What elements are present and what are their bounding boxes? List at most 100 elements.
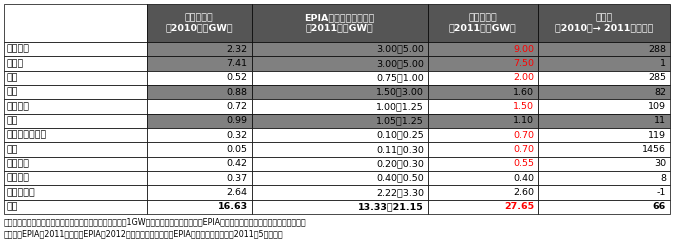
Text: 1.00～1.25: 1.00～1.25 (376, 102, 424, 111)
Bar (428, 142, 538, 157)
Bar (4, 56, 147, 71)
Bar (4, 71, 147, 85)
Bar (251, 4, 428, 42)
Text: 導入量実績
（2010年、GW）: 導入量実績 （2010年、GW） (166, 13, 233, 33)
Text: 0.75～1.00: 0.75～1.00 (376, 73, 424, 82)
Text: 増加率
（2010年→ 2011年、％）: 増加率 （2010年→ 2011年、％） (555, 13, 653, 33)
Text: 8: 8 (660, 174, 666, 183)
Text: 0.99: 0.99 (226, 116, 247, 125)
Text: 0.55: 0.55 (513, 159, 534, 168)
Bar (428, 128, 538, 142)
Bar (4, 42, 147, 56)
Bar (147, 42, 251, 56)
Text: 0.32: 0.32 (226, 131, 247, 140)
Bar (538, 128, 670, 142)
Text: 0.20～0.30: 0.20～0.30 (376, 159, 424, 168)
Bar (428, 114, 538, 128)
Bar (251, 200, 428, 214)
Bar (251, 71, 428, 85)
Text: 2.32: 2.32 (226, 45, 247, 54)
Bar (4, 142, 147, 157)
Text: 米国: 米国 (7, 88, 18, 97)
Text: その他世界: その他世界 (7, 188, 36, 197)
Bar (428, 56, 538, 71)
Text: 1456: 1456 (642, 145, 666, 154)
Text: 30: 30 (654, 159, 666, 168)
Bar (147, 142, 251, 157)
Bar (538, 200, 670, 214)
Text: 0.42: 0.42 (226, 159, 247, 168)
Text: 0.05: 0.05 (226, 145, 247, 154)
Text: フランス: フランス (7, 102, 30, 111)
Bar (428, 171, 538, 185)
Text: 1.50～3.00: 1.50～3.00 (376, 88, 424, 97)
Text: 1.10: 1.10 (513, 116, 534, 125)
Bar (4, 157, 147, 171)
Text: 7.50: 7.50 (513, 59, 534, 68)
Bar (147, 99, 251, 114)
Text: 82: 82 (654, 88, 666, 97)
Text: 11: 11 (654, 116, 666, 125)
Bar (251, 99, 428, 114)
Text: 2.64: 2.64 (226, 188, 247, 197)
Text: 合計: 合計 (7, 202, 18, 211)
Text: 285: 285 (648, 73, 666, 82)
Text: （注）白抜きは国の年間導入量（予測の場合は最小値）が1GW以上の箇所、赤字は実績がEPIA予測（最大値）を上回った箇所を示す。: （注）白抜きは国の年間導入量（予測の場合は最小値）が1GW以上の箇所、赤字は実績… (4, 217, 307, 226)
Bar (251, 142, 428, 157)
Bar (4, 99, 147, 114)
Text: 119: 119 (648, 131, 666, 140)
Bar (251, 42, 428, 56)
Bar (251, 128, 428, 142)
Bar (4, 185, 147, 200)
Text: 0.40: 0.40 (513, 174, 534, 183)
Bar (147, 157, 251, 171)
Bar (251, 185, 428, 200)
Bar (538, 157, 670, 171)
Bar (538, 142, 670, 157)
Bar (428, 85, 538, 99)
Text: 66: 66 (652, 202, 666, 211)
Text: ベルギー: ベルギー (7, 159, 30, 168)
Text: （出所）EPIA（2011）およびEPIA（2012）より大和総研作成。EPIAによる導入量予測は2011年5月時点。: （出所）EPIA（2011）およびEPIA（2012）より大和総研作成。EPIA… (4, 230, 284, 238)
Text: 13.33～21.15: 13.33～21.15 (358, 202, 424, 211)
Text: 0.37: 0.37 (226, 174, 247, 183)
Text: 0.70: 0.70 (513, 145, 534, 154)
Text: 3.00～5.00: 3.00～5.00 (376, 45, 424, 54)
Text: 導入量実績
（2011年、GW）: 導入量実績 （2011年、GW） (449, 13, 517, 33)
Bar (428, 4, 538, 42)
Bar (538, 171, 670, 185)
Text: 1: 1 (660, 59, 666, 68)
Text: 日本: 日本 (7, 116, 18, 125)
Text: 0.40～0.50: 0.40～0.50 (376, 174, 424, 183)
Text: 1.05～1.25: 1.05～1.25 (376, 116, 424, 125)
Bar (147, 85, 251, 99)
Bar (538, 42, 670, 56)
Text: 2.00: 2.00 (513, 73, 534, 82)
Text: -1: -1 (656, 188, 666, 197)
Text: ドイツ: ドイツ (7, 59, 24, 68)
Bar (4, 85, 147, 99)
Text: 0.70: 0.70 (513, 131, 534, 140)
Bar (251, 56, 428, 71)
Bar (538, 185, 670, 200)
Bar (4, 4, 147, 42)
Bar (428, 42, 538, 56)
Text: 16.63: 16.63 (218, 202, 247, 211)
Bar (147, 200, 251, 214)
Bar (538, 114, 670, 128)
Text: EPIAによる導入量予測
（2011年、GW）: EPIAによる導入量予測 （2011年、GW） (305, 13, 375, 33)
Bar (251, 114, 428, 128)
Bar (147, 171, 251, 185)
Bar (428, 185, 538, 200)
Text: 1.50: 1.50 (513, 102, 534, 111)
Bar (251, 157, 428, 171)
Bar (147, 114, 251, 128)
Bar (428, 71, 538, 85)
Bar (538, 56, 670, 71)
Bar (4, 171, 147, 185)
Text: 27.65: 27.65 (503, 202, 534, 211)
Bar (538, 4, 670, 42)
Text: 9.00: 9.00 (513, 45, 534, 54)
Text: 1.60: 1.60 (513, 88, 534, 97)
Bar (147, 128, 251, 142)
